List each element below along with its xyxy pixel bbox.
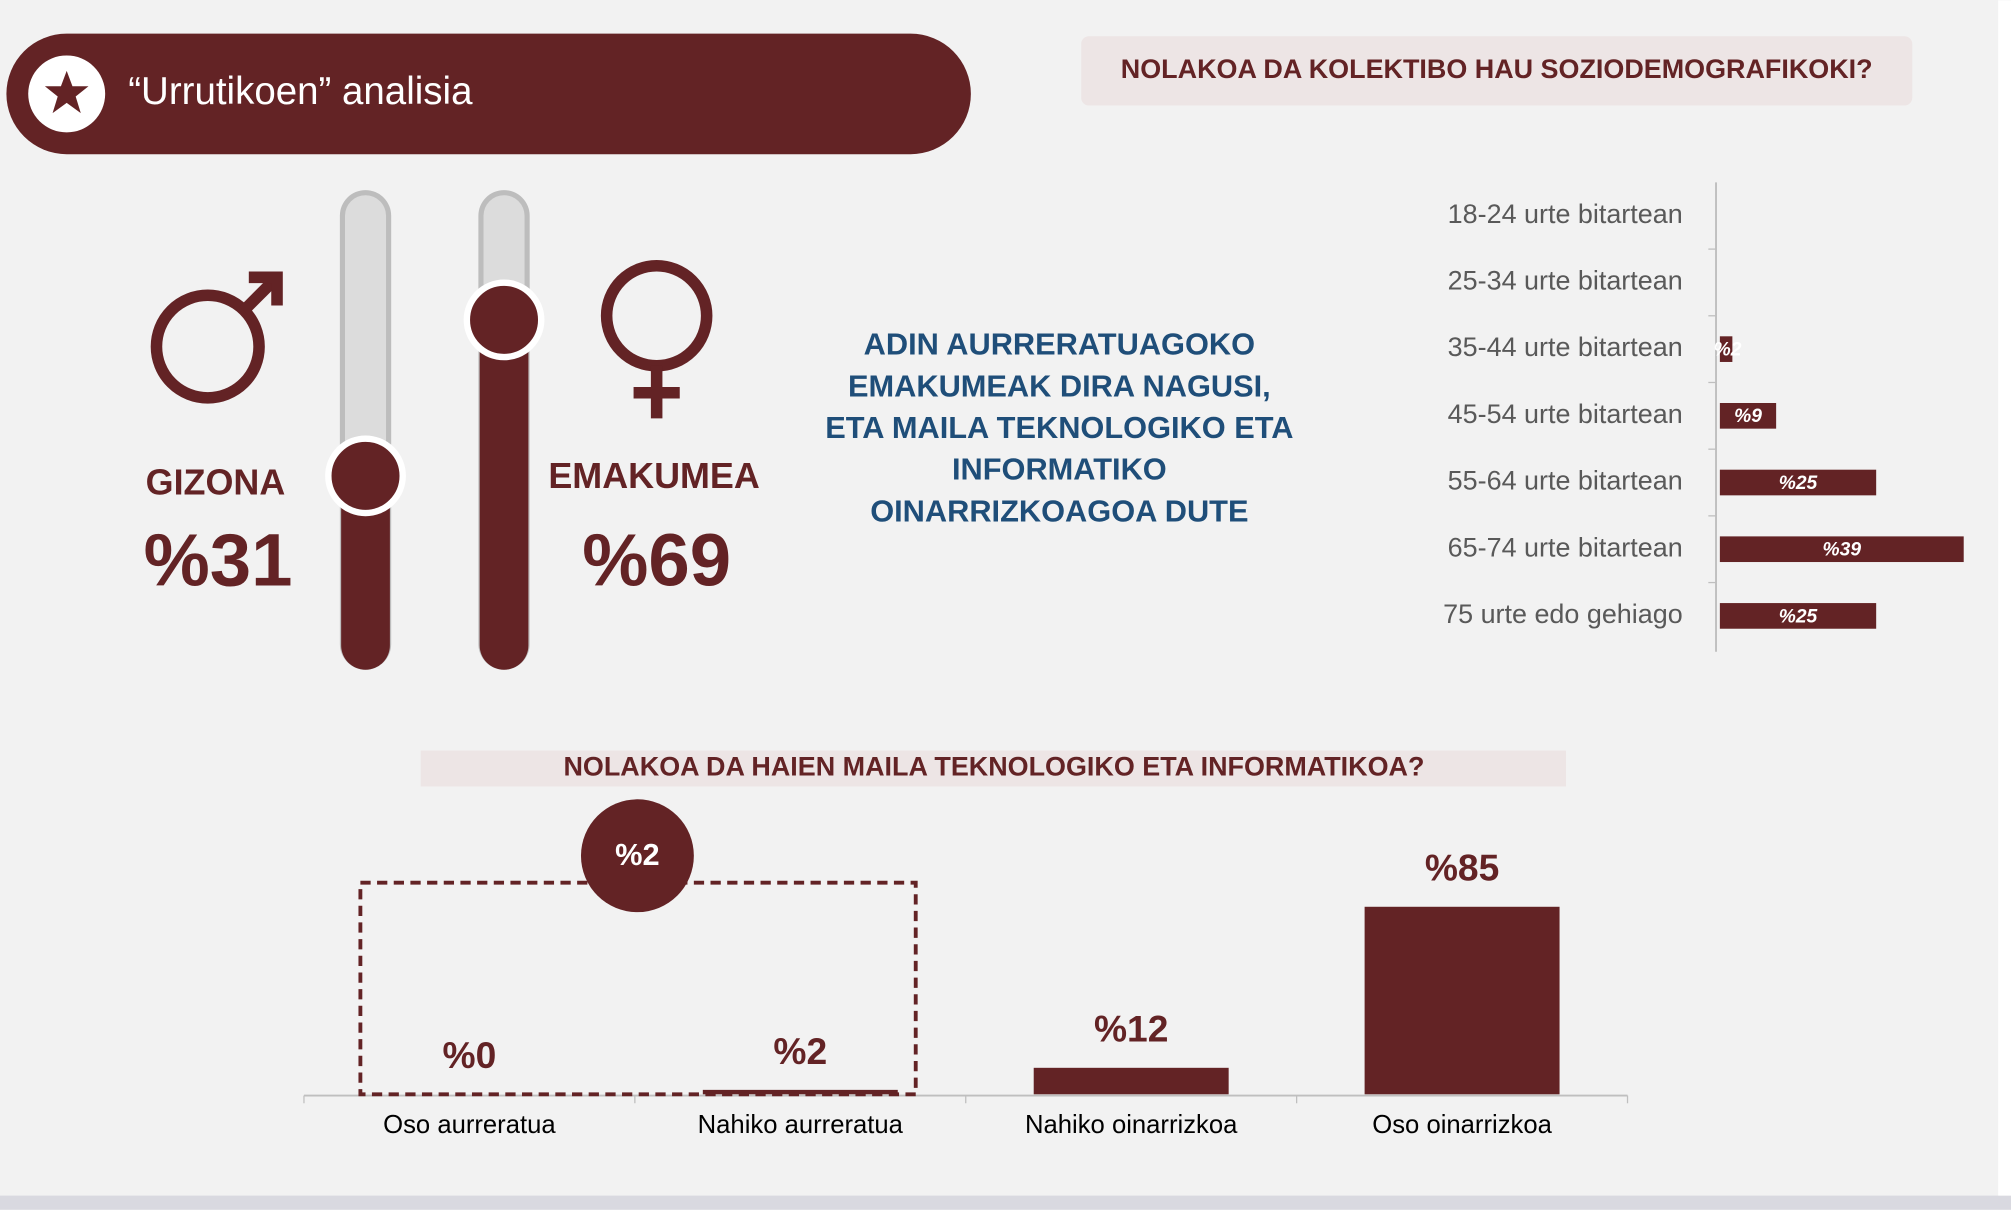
slider-knob: [325, 435, 406, 517]
bar: [1719, 403, 1777, 429]
male-arrowhead: [248, 271, 283, 306]
bar: [1719, 603, 1877, 629]
annotation: %2: [615, 837, 659, 872]
value-label: %12: [1094, 1008, 1168, 1050]
bar: [702, 1089, 898, 1095]
x-tick-label: Oso aurreratua: [383, 1111, 556, 1139]
bar: [1719, 336, 1733, 362]
gender-label: GIZONA: [146, 462, 286, 503]
slider-fill: [479, 319, 529, 670]
y-tick-label: 25-34 urte bitartean: [1448, 266, 1683, 296]
male-circle: [150, 289, 265, 404]
header-title: “Urrutikoen” analisia: [128, 70, 473, 113]
x-tick-label: Oso oinarrizkoa: [1372, 1111, 1552, 1139]
slider-knob: [463, 279, 545, 361]
slider-fill: [341, 475, 390, 670]
y-tick-label: 65-74 urte bitartean: [1448, 532, 1683, 562]
value-label: %2: [773, 1030, 827, 1072]
gender-value: %31: [144, 519, 293, 602]
value-label: %2: [1714, 339, 1742, 360]
header-pill: [6, 33, 971, 155]
gender-value: %69: [582, 519, 731, 602]
bar: [1364, 906, 1560, 1095]
y-tick-label: 55-64 urte bitartean: [1448, 466, 1683, 496]
value-label: %85: [1425, 847, 1499, 889]
value-label: %39: [1823, 540, 1862, 561]
annotation-badge: [580, 799, 694, 913]
chart-title: NOLAKOA DA HAIEN MAILA TEKNOLOGIKO ETA I…: [563, 752, 1424, 782]
male-arrow: [239, 275, 279, 315]
summary-line: ADIN AURRERATUAGOKO: [864, 327, 1255, 362]
male-symbol: [150, 271, 283, 404]
y-tick-label: 35-44 urte bitartean: [1448, 332, 1683, 362]
bar: [1033, 1067, 1229, 1095]
y-tick-label: 75 urte edo gehiago: [1443, 599, 1683, 629]
summary-line: EMAKUMEAK DIRA NAGUSI,: [848, 368, 1271, 403]
value-label: %25: [1779, 606, 1818, 627]
value-label: %25: [1779, 473, 1818, 494]
gender-label: EMAKUMEA: [548, 455, 759, 496]
subtitle-box: [1081, 36, 1913, 106]
y-tick-label: 18-24 urte bitartean: [1448, 199, 1683, 229]
subtitle: NOLAKOA DA KOLEKTIBO HAU SOZIODEMOGRAFIK…: [1121, 54, 1873, 84]
star-icon: [44, 70, 89, 114]
x-tick-label: Nahiko oinarrizkoa: [1025, 1111, 1238, 1139]
female-symbol: [600, 260, 713, 419]
bottom-strip: [0, 1195, 2011, 1210]
bar: [1719, 536, 1964, 563]
tech-title-box: [420, 750, 1566, 787]
value-label: %0: [443, 1034, 497, 1076]
value-label: %9: [1734, 406, 1762, 427]
summary-line: ETA MAILA TEKNOLOGIKO ETA: [825, 410, 1293, 445]
y-tick-label: 45-54 urte bitartean: [1448, 399, 1683, 429]
bar: [1719, 469, 1877, 496]
x-tick-label: Nahiko aurreratua: [698, 1111, 904, 1139]
summary-line: OINARRIZKOAGOA DUTE: [870, 493, 1248, 528]
summary-line: INFORMATIKO: [952, 452, 1167, 487]
right-strip: [1998, 0, 2011, 1196]
